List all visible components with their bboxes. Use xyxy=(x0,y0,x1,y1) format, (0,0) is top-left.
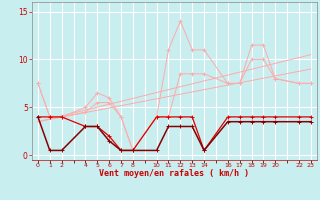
X-axis label: Vent moyen/en rafales ( km/h ): Vent moyen/en rafales ( km/h ) xyxy=(100,169,249,178)
